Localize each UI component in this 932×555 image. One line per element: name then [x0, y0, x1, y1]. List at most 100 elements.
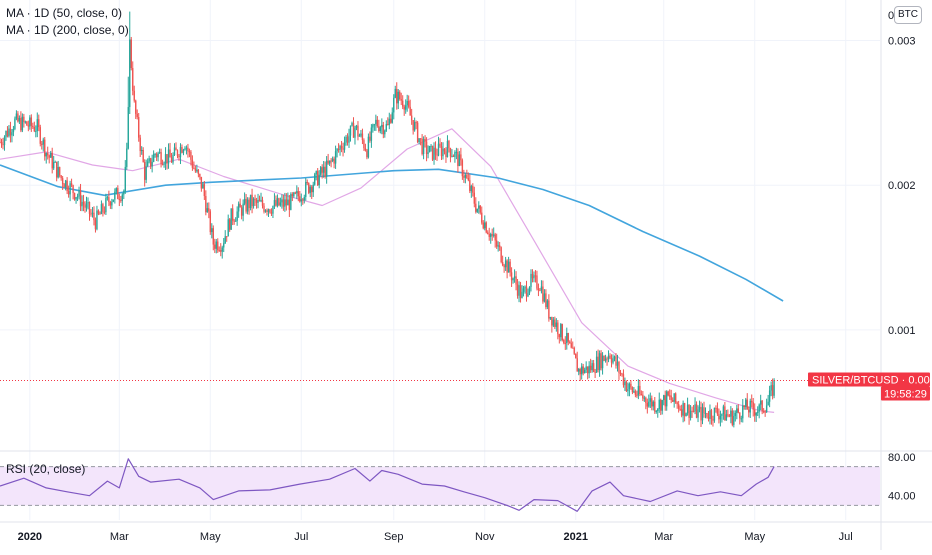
candle-body: [124, 166, 126, 192]
candle-body: [73, 193, 76, 200]
candle-body: [437, 143, 440, 156]
candle-body: [415, 122, 417, 124]
candle-body: [324, 166, 326, 177]
candle-body: [369, 136, 371, 141]
candle-body: [607, 355, 610, 360]
legend-rsi[interactable]: RSI (20, close): [6, 462, 86, 476]
candle-body: [44, 139, 46, 157]
candle-body: [14, 118, 16, 129]
candle-body: [145, 166, 147, 180]
candle-body: [328, 160, 331, 164]
candle-body: [57, 167, 59, 178]
candle-body: [169, 149, 171, 158]
candle-body: [348, 135, 350, 143]
candle-body: [680, 409, 683, 416]
candle-body: [387, 124, 389, 126]
candle-body: [108, 197, 110, 202]
candle-body: [516, 284, 519, 296]
candle-body: [548, 300, 550, 319]
candle-body: [260, 199, 262, 202]
candle-body: [38, 119, 40, 128]
candle-body: [157, 153, 159, 158]
candle-body: [428, 146, 431, 153]
candle-body: [736, 408, 738, 413]
candle-body: [170, 157, 173, 163]
candle-body: [384, 130, 386, 135]
candle-body: [182, 149, 185, 153]
candle-body: [132, 68, 134, 91]
candle-body: [558, 334, 561, 338]
candle-body: [8, 128, 10, 137]
candle-body: [527, 293, 529, 297]
candle-body: [507, 261, 510, 273]
candle-body: [173, 147, 176, 155]
candle-body: [770, 385, 772, 391]
candle-body: [733, 415, 735, 425]
candle-body: [106, 197, 109, 199]
candle-body: [143, 162, 146, 180]
candle-body: [522, 288, 525, 292]
candle-body: [321, 167, 323, 173]
x-tick-label: Jul: [839, 531, 853, 543]
candle-body: [586, 366, 589, 374]
candle-body: [551, 316, 553, 326]
candle-body: [269, 209, 271, 213]
candle-body: [296, 191, 298, 194]
candle-body: [621, 373, 623, 375]
candle-body: [361, 133, 364, 141]
candle-body: [281, 199, 283, 203]
candle-body: [704, 412, 707, 414]
candle-body: [619, 372, 622, 374]
candle-body: [236, 211, 238, 221]
legend-ma50[interactable]: MA · 1D (50, close, 0): [6, 6, 123, 20]
candle-body: [364, 148, 367, 151]
candle-body: [42, 139, 44, 145]
candle-body: [103, 211, 106, 213]
candle-body: [545, 293, 547, 308]
candle-body: [9, 128, 12, 136]
candle-body: [345, 136, 347, 143]
candle-body: [78, 190, 80, 197]
legend-ma200[interactable]: MA · 1D (200, close, 0): [6, 23, 129, 37]
candle-body: [160, 152, 162, 165]
countdown-tag: [881, 386, 930, 401]
currency-badge[interactable]: BTC: [894, 6, 922, 24]
candle-body: [127, 107, 129, 149]
candle-body: [142, 149, 144, 163]
candle-body: [661, 400, 663, 411]
candle-body: [242, 203, 244, 216]
candle-body: [118, 199, 121, 201]
candle-body: [598, 353, 601, 371]
candle-body: [413, 122, 416, 131]
candle-body: [187, 147, 189, 152]
candle-body: [731, 410, 734, 425]
candle-body: [163, 163, 165, 165]
candle-body: [396, 88, 398, 104]
candle-body: [439, 143, 441, 147]
candle-body: [640, 393, 643, 395]
candle-body: [561, 324, 564, 340]
candle-body: [99, 213, 101, 215]
candle-body: [175, 147, 177, 151]
candle-body: [701, 407, 704, 421]
x-tick-label: May: [744, 531, 765, 543]
candle-body: [226, 236, 228, 238]
candle-body: [745, 399, 747, 407]
candle-body: [206, 208, 209, 213]
candle-body: [570, 343, 572, 348]
candle-body: [60, 175, 62, 179]
candle-body: [755, 412, 757, 416]
candle-body: [264, 210, 267, 212]
candle-body: [318, 174, 320, 186]
candle-body: [237, 203, 240, 212]
candle-body: [463, 176, 465, 178]
candle-body: [583, 369, 586, 374]
candle-body: [397, 91, 399, 104]
candle-body: [55, 161, 58, 178]
candle-body: [410, 115, 413, 121]
candle-body: [230, 208, 232, 230]
candle-body: [706, 412, 708, 418]
